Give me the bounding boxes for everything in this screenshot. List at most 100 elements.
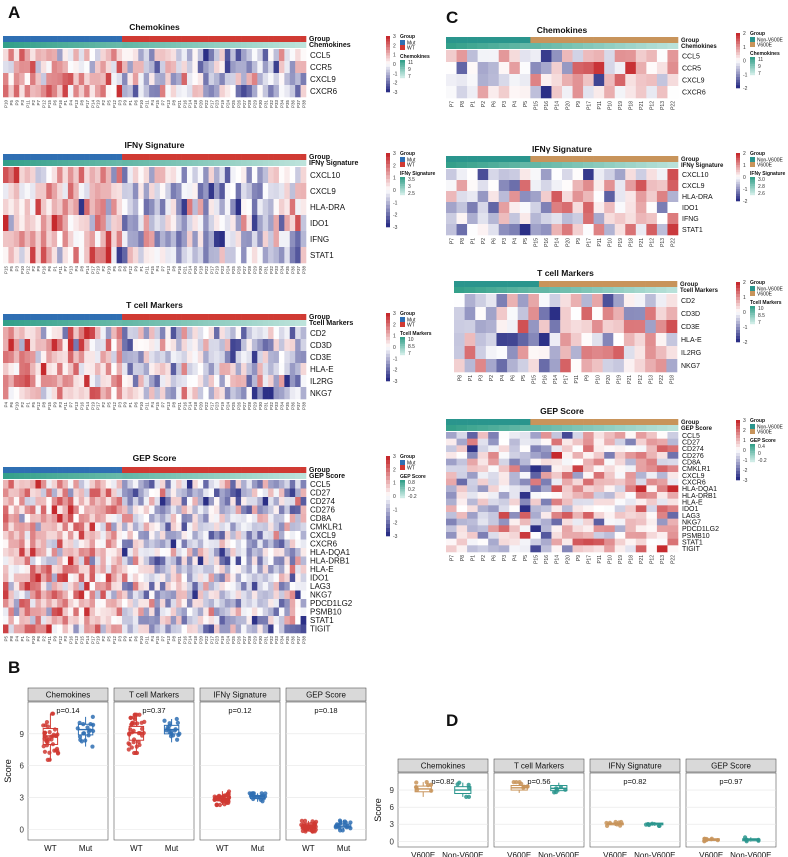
heatmap-cell	[122, 590, 128, 600]
heatmap-cell	[540, 458, 552, 466]
heatmap-cell	[78, 616, 85, 625]
heatmap-cell	[635, 50, 647, 63]
heatmap-cell	[24, 599, 31, 608]
sample-label: P13	[166, 100, 171, 109]
heatmap-cell	[230, 387, 236, 400]
heatmap-cell	[19, 573, 25, 583]
heatmap-cell	[241, 505, 247, 515]
heatmap-cell	[230, 488, 236, 498]
score-bar-cell	[456, 162, 468, 168]
sample-label: P1	[63, 100, 68, 106]
heatmap-cell	[583, 438, 594, 446]
heatmap-cell	[192, 375, 199, 388]
score-bar-cell	[456, 43, 468, 49]
heatmap-cell	[186, 590, 193, 600]
heatmap-cell	[116, 387, 123, 400]
heatmap-cell	[583, 505, 594, 513]
heatmap-cell	[289, 339, 296, 352]
heatmap-cell	[208, 565, 215, 574]
heatmap-cell	[116, 49, 123, 62]
heatmap-cell	[100, 522, 107, 532]
heatmap-cell	[67, 375, 74, 388]
heatmap-cell	[262, 247, 269, 264]
heatmap-cell	[51, 624, 58, 634]
heatmap-cell	[46, 183, 52, 200]
legend-heat-tick: -1	[743, 458, 748, 464]
data-point	[646, 822, 652, 828]
heatmap-cell	[3, 183, 9, 200]
y-axis-label: Score	[3, 759, 13, 783]
heatmap-cell	[192, 488, 199, 498]
score-bar-cell	[257, 160, 264, 166]
annotation-label-group: Group	[680, 282, 698, 288]
score-bar-cell	[623, 287, 635, 293]
heatmap-cell	[289, 556, 296, 566]
heatmap-cell	[30, 582, 36, 591]
legend-heat-tick: 0	[743, 448, 746, 454]
heatmap-cell	[230, 199, 236, 216]
heatmap-cell	[13, 375, 20, 388]
heatmap-cell	[667, 180, 679, 192]
sample-label: P19	[96, 636, 101, 645]
group-bar-cell	[625, 37, 637, 43]
heatmap-cell	[230, 61, 236, 74]
heatmap-cell	[116, 607, 123, 617]
heatmap-cell	[149, 514, 155, 523]
group-bar-cell	[159, 467, 166, 473]
sample-label: P18	[198, 266, 203, 275]
heatmap-cell	[602, 346, 614, 360]
heatmap-cell	[592, 333, 603, 347]
heatmap-cell	[84, 607, 90, 617]
group-bar-cell	[488, 156, 500, 162]
sample-label: P11	[47, 636, 52, 644]
group-bar-cell	[62, 154, 69, 160]
gene-label: IFNG	[310, 235, 329, 244]
group-bar-cell	[235, 154, 242, 160]
heatmap-cell	[181, 556, 188, 566]
score-bar-cell	[446, 162, 457, 168]
heatmap-cell	[289, 616, 296, 625]
gene-label: STAT1	[682, 539, 703, 546]
heatmap-cell	[24, 387, 31, 400]
legend-heat-swatch	[386, 223, 390, 228]
heatmap-cell	[89, 522, 96, 532]
heatmap-cell	[149, 231, 155, 248]
legend-score-title: GEP Score	[750, 438, 776, 444]
heatmap-cell	[176, 624, 182, 634]
group-bar-cell	[62, 467, 69, 473]
heatmap-cell	[132, 49, 139, 62]
heatmap-cell	[116, 522, 123, 532]
sample-label: P18	[193, 636, 198, 645]
heatmap-cell	[132, 375, 139, 388]
heatmap-cell	[73, 49, 80, 62]
heatmap-cell	[467, 545, 478, 553]
heatmap-cell	[176, 363, 182, 376]
heatmap-cell	[572, 169, 584, 181]
gene-label: CXCL9	[310, 531, 336, 540]
group-bar-cell	[122, 36, 128, 42]
heatmap-cell	[8, 556, 15, 566]
legend-heat-swatch	[386, 364, 390, 368]
heatmap-cell	[488, 202, 500, 214]
heatmap-cell	[498, 498, 510, 506]
heatmap-cell	[67, 624, 74, 634]
heatmap-cell	[519, 74, 531, 87]
group-bar-cell	[192, 467, 199, 473]
heatmap-cell	[583, 512, 594, 519]
heatmap-cell	[143, 85, 150, 98]
score-bar-cell	[35, 473, 42, 479]
heatmap-cell	[186, 199, 193, 216]
gene-label: CD3D	[681, 311, 700, 318]
group-bar-cell	[197, 36, 204, 42]
score-bar-cell	[295, 473, 301, 479]
heatmap-cell	[289, 167, 296, 184]
group-bar-cell	[132, 36, 139, 42]
score-bar-cell	[105, 320, 112, 326]
heatmap-cell	[273, 522, 280, 532]
heatmap-cell	[456, 472, 468, 479]
heatmap-cell	[446, 62, 457, 75]
x-tick-label: Non-V600E	[634, 851, 675, 857]
score-bar-cell	[24, 160, 31, 166]
heatmap-cell	[89, 548, 96, 557]
